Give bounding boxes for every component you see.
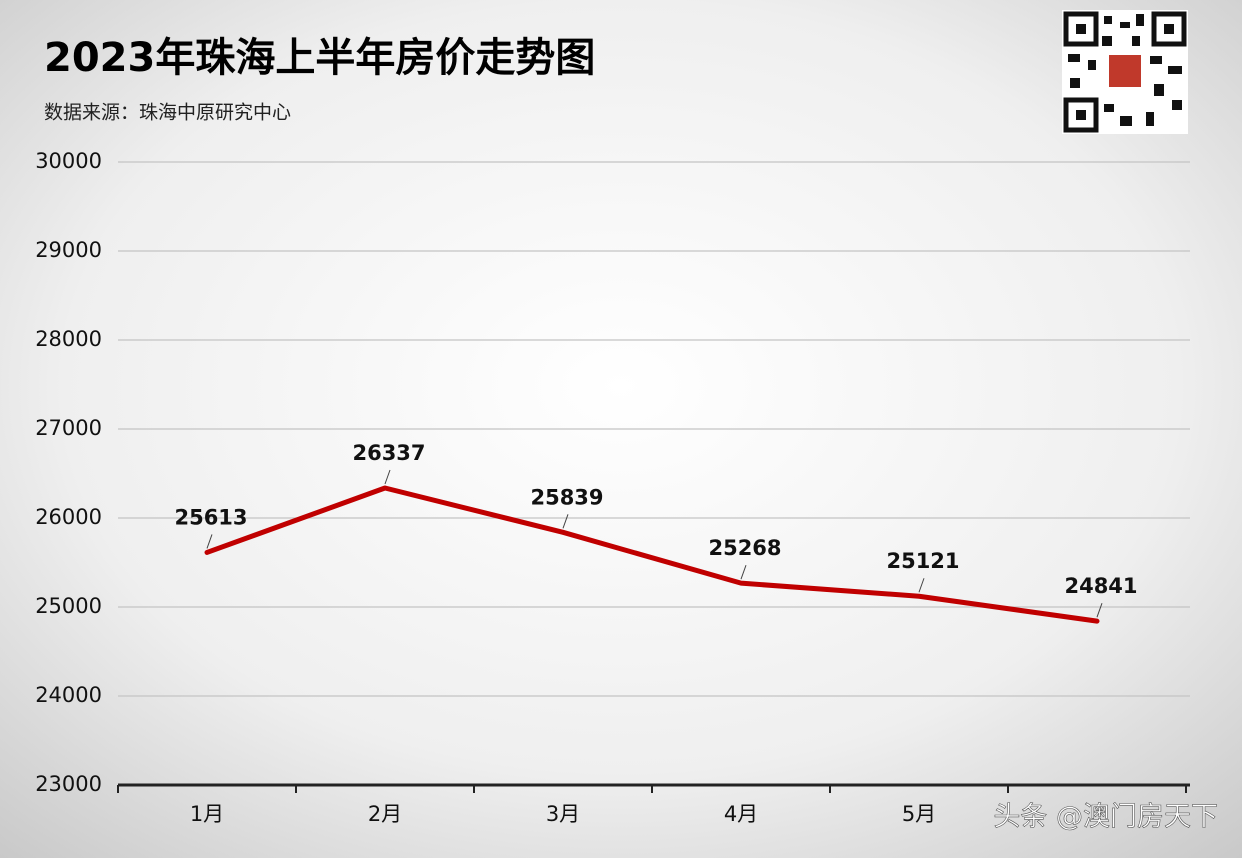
y-tick-label: 25000	[35, 594, 102, 618]
watermark: 头条 @澳门房天下	[993, 802, 1218, 833]
y-tick-label: 27000	[35, 416, 102, 440]
data-label: 25268	[708, 536, 781, 560]
leader-line	[206, 534, 213, 549]
y-tick-label: 29000	[35, 238, 102, 262]
data-line	[204, 485, 1100, 624]
y-tick-label: 26000	[35, 505, 102, 529]
data-label: 24841	[1064, 574, 1137, 598]
data-label: 25613	[174, 505, 247, 529]
y-tick-label: 24000	[35, 683, 102, 707]
leader-line	[740, 564, 747, 580]
data-label: 25121	[886, 549, 959, 573]
x-tick-label: 2月	[368, 802, 402, 826]
leader-line	[918, 578, 925, 593]
x-tick-label: 5月	[902, 802, 936, 826]
qr-code	[1062, 10, 1188, 134]
y-tick-label: 28000	[35, 327, 102, 351]
data-label: 26337	[352, 441, 425, 465]
chart-subtitle: 数据来源：珠海中原研究中心	[44, 102, 291, 124]
x-tick-label: 4月	[724, 802, 758, 826]
y-tick-label: 23000	[35, 772, 102, 796]
y-tick-label: 30000	[35, 149, 102, 173]
x-tick-label: 3月	[546, 802, 580, 826]
leader-line	[1096, 602, 1103, 618]
chart-title: 2023年珠海上半年房价走势图	[44, 35, 595, 81]
leader-line	[562, 514, 569, 529]
data-label: 25839	[530, 485, 603, 509]
x-tick-label: 1月	[190, 802, 224, 826]
leader-line	[384, 469, 391, 485]
